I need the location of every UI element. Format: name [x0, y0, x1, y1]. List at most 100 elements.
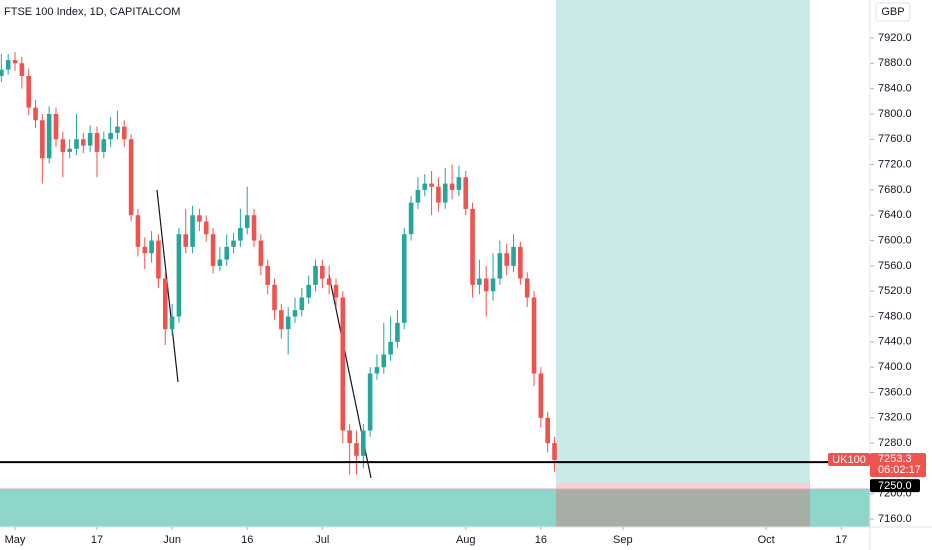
candle-body [524, 278, 530, 298]
candle-body [203, 221, 209, 235]
y-tick-label: 7680.0 [878, 184, 912, 196]
chart-title: FTSE 100 Index, 1D, CAPITALCOM [4, 6, 180, 18]
candle-body [436, 186, 441, 203]
candle-body [87, 132, 93, 146]
candle-body [381, 354, 387, 368]
candle-body [5, 60, 11, 70]
candle-body [518, 246, 523, 279]
stop-zone [556, 483, 810, 489]
candle-body [313, 265, 318, 285]
x-tick-label: Jul [315, 534, 329, 546]
x-tick-label: Jun [163, 534, 181, 546]
candle-body [60, 139, 66, 152]
y-tick-label: 7280.0 [878, 437, 912, 449]
candle-body [26, 75, 31, 108]
candle-body [367, 373, 373, 431]
candle-body [81, 139, 86, 146]
currency-box[interactable] [875, 2, 911, 22]
symbol-label: UK100 [832, 454, 866, 466]
candle-body [497, 253, 503, 279]
candle-body [511, 246, 516, 266]
y-tick-label: 7880.0 [878, 57, 912, 69]
y-tick-label: 7400.0 [878, 361, 912, 373]
candle-body [340, 297, 346, 431]
candle-body [374, 367, 380, 374]
candle-body [162, 278, 168, 330]
candle-body [415, 189, 421, 203]
candle-body [244, 215, 250, 228]
candle-body [285, 316, 291, 330]
y-tick-label: 7520.0 [878, 285, 912, 297]
candle-body [224, 246, 230, 260]
candle-body [135, 215, 141, 247]
candle-body [279, 310, 284, 330]
x-tick-label: May [5, 534, 26, 546]
candle-body [538, 373, 544, 418]
y-tick-label: 7160.0 [878, 513, 912, 525]
y-tick-label: 7320.0 [878, 412, 912, 424]
candle-body [190, 215, 195, 247]
candle-body [251, 215, 257, 241]
countdown: 06:02:17 [878, 464, 921, 476]
candle-body [142, 246, 148, 254]
level-box [870, 479, 920, 493]
candle-body [0, 69, 4, 76]
candle-body [149, 240, 154, 254]
candle-body [108, 132, 113, 140]
candle-body [210, 234, 216, 266]
y-tick-label: 7800.0 [878, 108, 912, 120]
candle-body [306, 284, 311, 298]
candle-body [101, 139, 107, 152]
candle-body [456, 177, 462, 190]
candle-body [360, 430, 366, 456]
candle-body [463, 177, 469, 209]
candle-body [442, 183, 448, 203]
candle-body [477, 278, 482, 285]
x-tick-label: 17 [91, 534, 103, 546]
candle-body [401, 234, 407, 323]
candle-body [408, 202, 414, 235]
y-tick-label: 7840.0 [878, 83, 912, 95]
y-tick-label: 7720.0 [878, 158, 912, 170]
candle-body [388, 341, 393, 355]
candle-body [128, 139, 134, 216]
candle-body [46, 113, 52, 159]
y-tick-label: 7440.0 [878, 336, 912, 348]
candle-body [429, 183, 434, 187]
candle-body [94, 132, 100, 152]
candle-body [292, 310, 298, 317]
currency[interactable]: GBP [881, 6, 904, 18]
candle-body [238, 227, 243, 241]
candles [0, 51, 557, 475]
candle-body [395, 322, 400, 342]
candle-body [156, 240, 161, 279]
candle-body [183, 234, 189, 247]
candle-body [176, 234, 182, 317]
candle-body [169, 316, 175, 330]
candle-body [545, 417, 550, 444]
candle-body [483, 278, 489, 292]
y-tick-label: 7600.0 [878, 234, 912, 246]
candle-body [320, 265, 325, 279]
candle-body [470, 208, 475, 285]
candle-body [272, 284, 277, 311]
candle-body [115, 126, 120, 133]
candle-body [347, 430, 352, 444]
x-tick-label: 16 [535, 534, 547, 546]
y-tick-label: 7360.0 [878, 386, 912, 398]
range-overlap [556, 489, 810, 527]
candle-body [504, 253, 510, 266]
candle-body [231, 240, 236, 247]
candle-body [531, 297, 537, 374]
candle-body [265, 265, 270, 285]
target-zone [556, 0, 810, 483]
y-tick-label: 7560.0 [878, 260, 912, 272]
candle-body [19, 63, 25, 76]
candle-body [354, 443, 359, 456]
x-tick-label: Aug [456, 534, 476, 546]
candle-body [217, 259, 223, 266]
symbol-box [828, 453, 870, 467]
x-tick-label: 16 [241, 534, 253, 546]
candle-body [258, 240, 264, 266]
